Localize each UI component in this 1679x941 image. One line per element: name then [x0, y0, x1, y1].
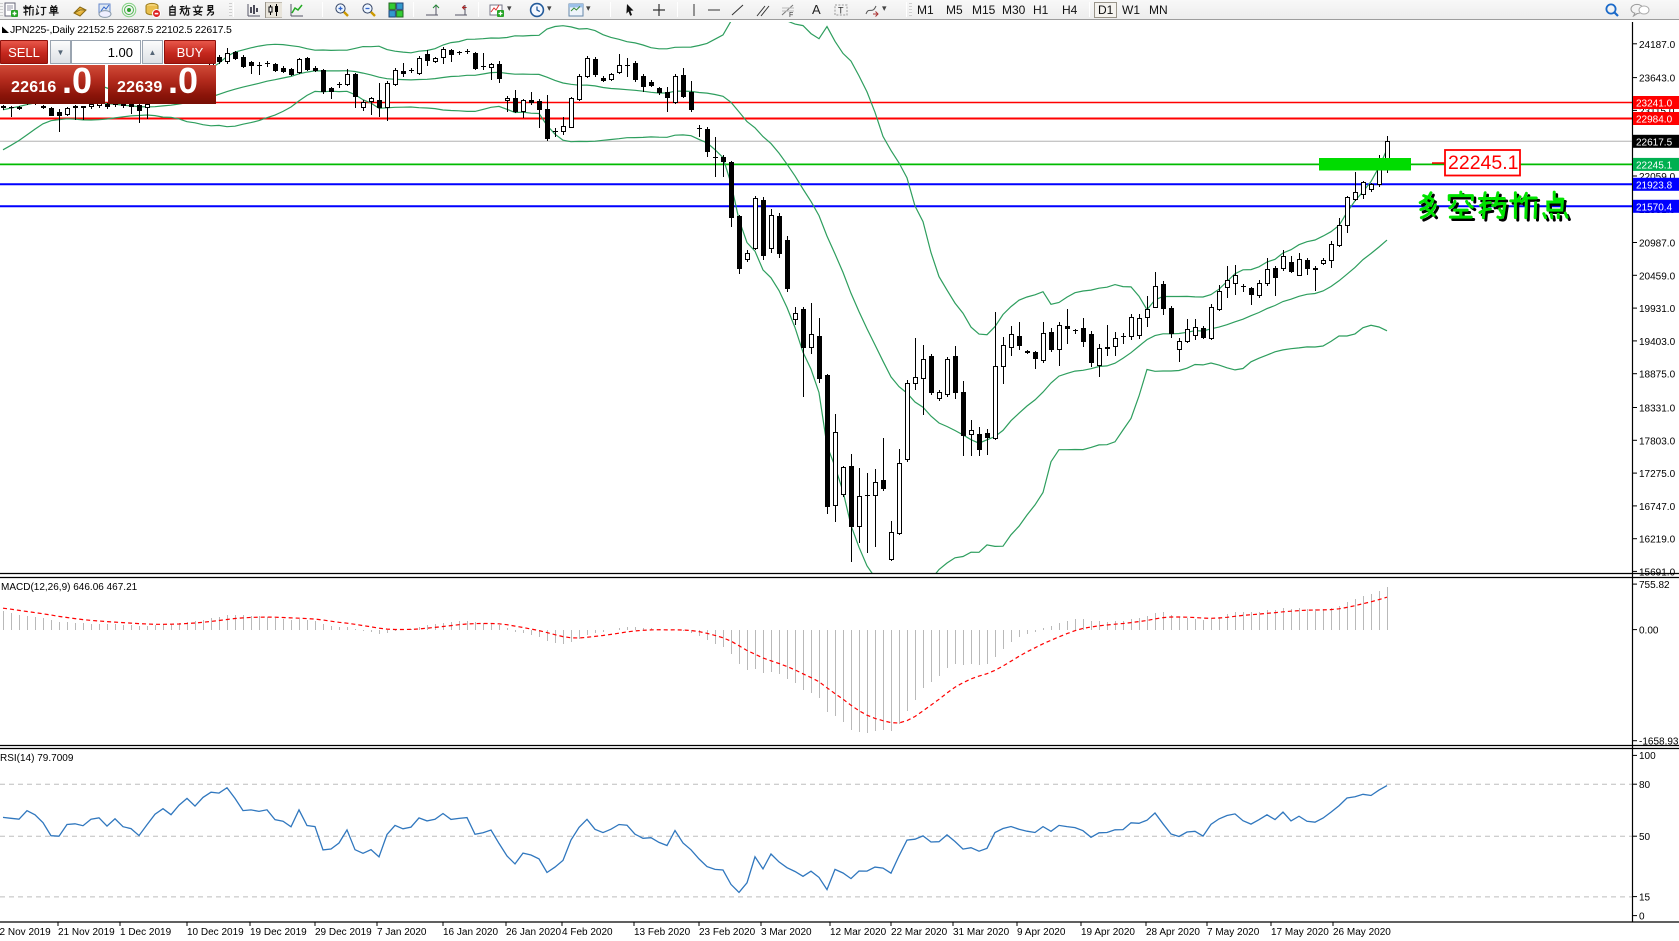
svg-text:MACD(12,26,9) 646.06 467.21: MACD(12,26,9) 646.06 467.21: [1, 582, 138, 593]
svg-text:-1658.93: -1658.93: [1639, 736, 1679, 747]
svg-text:100: 100: [1639, 751, 1656, 762]
svg-text:17 May 2020: 17 May 2020: [1271, 927, 1329, 938]
svg-text:21 Nov 2019: 21 Nov 2019: [58, 927, 115, 938]
svg-text:4 Feb 2020: 4 Feb 2020: [562, 927, 613, 938]
svg-text:F: F: [789, 12, 793, 18]
svg-text:755.82: 755.82: [1639, 580, 1670, 591]
svg-text:18875.0: 18875.0: [1639, 370, 1676, 381]
svg-text:31 Mar 2020: 31 Mar 2020: [953, 927, 1010, 938]
svg-text:23241.0: 23241.0: [1636, 99, 1673, 110]
svg-text:10 Dec 2019: 10 Dec 2019: [187, 927, 244, 938]
svg-text:16219.0: 16219.0: [1639, 535, 1676, 546]
svg-text:15: 15: [1639, 892, 1651, 903]
svg-text:19931.0: 19931.0: [1639, 304, 1676, 315]
svg-text:13 Feb 2020: 13 Feb 2020: [634, 927, 691, 938]
svg-text:0: 0: [1639, 911, 1645, 922]
svg-text:16747.0: 16747.0: [1639, 502, 1676, 513]
svg-text:16 Jan 2020: 16 Jan 2020: [443, 927, 498, 938]
svg-text:18331.0: 18331.0: [1639, 404, 1676, 415]
svg-text:7 May 2020: 7 May 2020: [1207, 927, 1260, 938]
svg-text:19403.0: 19403.0: [1639, 337, 1676, 348]
svg-text:22984.0: 22984.0: [1636, 115, 1673, 126]
svg-text:7 Jan 2020: 7 Jan 2020: [377, 927, 427, 938]
svg-text:23643.0: 23643.0: [1639, 74, 1676, 85]
svg-text:0.00: 0.00: [1639, 625, 1659, 636]
svg-text:22059.0: 22059.0: [1639, 172, 1676, 183]
svg-text:22617.5: 22617.5: [1636, 138, 1673, 149]
svg-text:12 Nov 2019: 12 Nov 2019: [0, 927, 51, 938]
svg-text:80: 80: [1639, 780, 1651, 791]
svg-text:50: 50: [1639, 832, 1651, 843]
svg-text:JPN225-,Daily 22152.5 22687.5: JPN225-,Daily 22152.5 22687.5 22102.5 22…: [10, 24, 232, 36]
svg-text:1 Dec 2019: 1 Dec 2019: [120, 927, 172, 938]
svg-text:21570.4: 21570.4: [1636, 203, 1673, 214]
svg-text:28 Apr 2020: 28 Apr 2020: [1146, 927, 1200, 938]
svg-text:24187.0: 24187.0: [1639, 40, 1676, 51]
svg-text:21923.8: 21923.8: [1636, 181, 1673, 192]
svg-text:9 Apr 2020: 9 Apr 2020: [1017, 927, 1066, 938]
svg-text:26 Jan 2020: 26 Jan 2020: [506, 927, 561, 938]
svg-text:17803.0: 17803.0: [1639, 436, 1676, 447]
svg-text:19 Apr 2020: 19 Apr 2020: [1081, 927, 1135, 938]
svg-text:3 Mar 2020: 3 Mar 2020: [761, 927, 812, 938]
svg-text:19 Dec 2019: 19 Dec 2019: [250, 927, 307, 938]
svg-text:23 Feb 2020: 23 Feb 2020: [699, 927, 756, 938]
svg-text:22 Mar 2020: 22 Mar 2020: [891, 927, 948, 938]
svg-text:RSI(14) 79.7009: RSI(14) 79.7009: [0, 753, 74, 764]
svg-text:17275.0: 17275.0: [1639, 469, 1676, 480]
svg-text:20987.0: 20987.0: [1639, 239, 1676, 250]
svg-text:22245.1: 22245.1: [1448, 152, 1519, 174]
svg-text:20459.0: 20459.0: [1639, 271, 1676, 282]
svg-text:23115.0: 23115.0: [1639, 106, 1675, 117]
svg-text:T: T: [838, 6, 844, 16]
svg-text:29 Dec 2019: 29 Dec 2019: [315, 927, 372, 938]
svg-text:26 May 2020: 26 May 2020: [1333, 927, 1391, 938]
svg-text:15691.0: 15691.0: [1639, 567, 1676, 578]
svg-text:22245.1: 22245.1: [1636, 161, 1673, 172]
svg-text:12 Mar 2020: 12 Mar 2020: [830, 927, 887, 938]
